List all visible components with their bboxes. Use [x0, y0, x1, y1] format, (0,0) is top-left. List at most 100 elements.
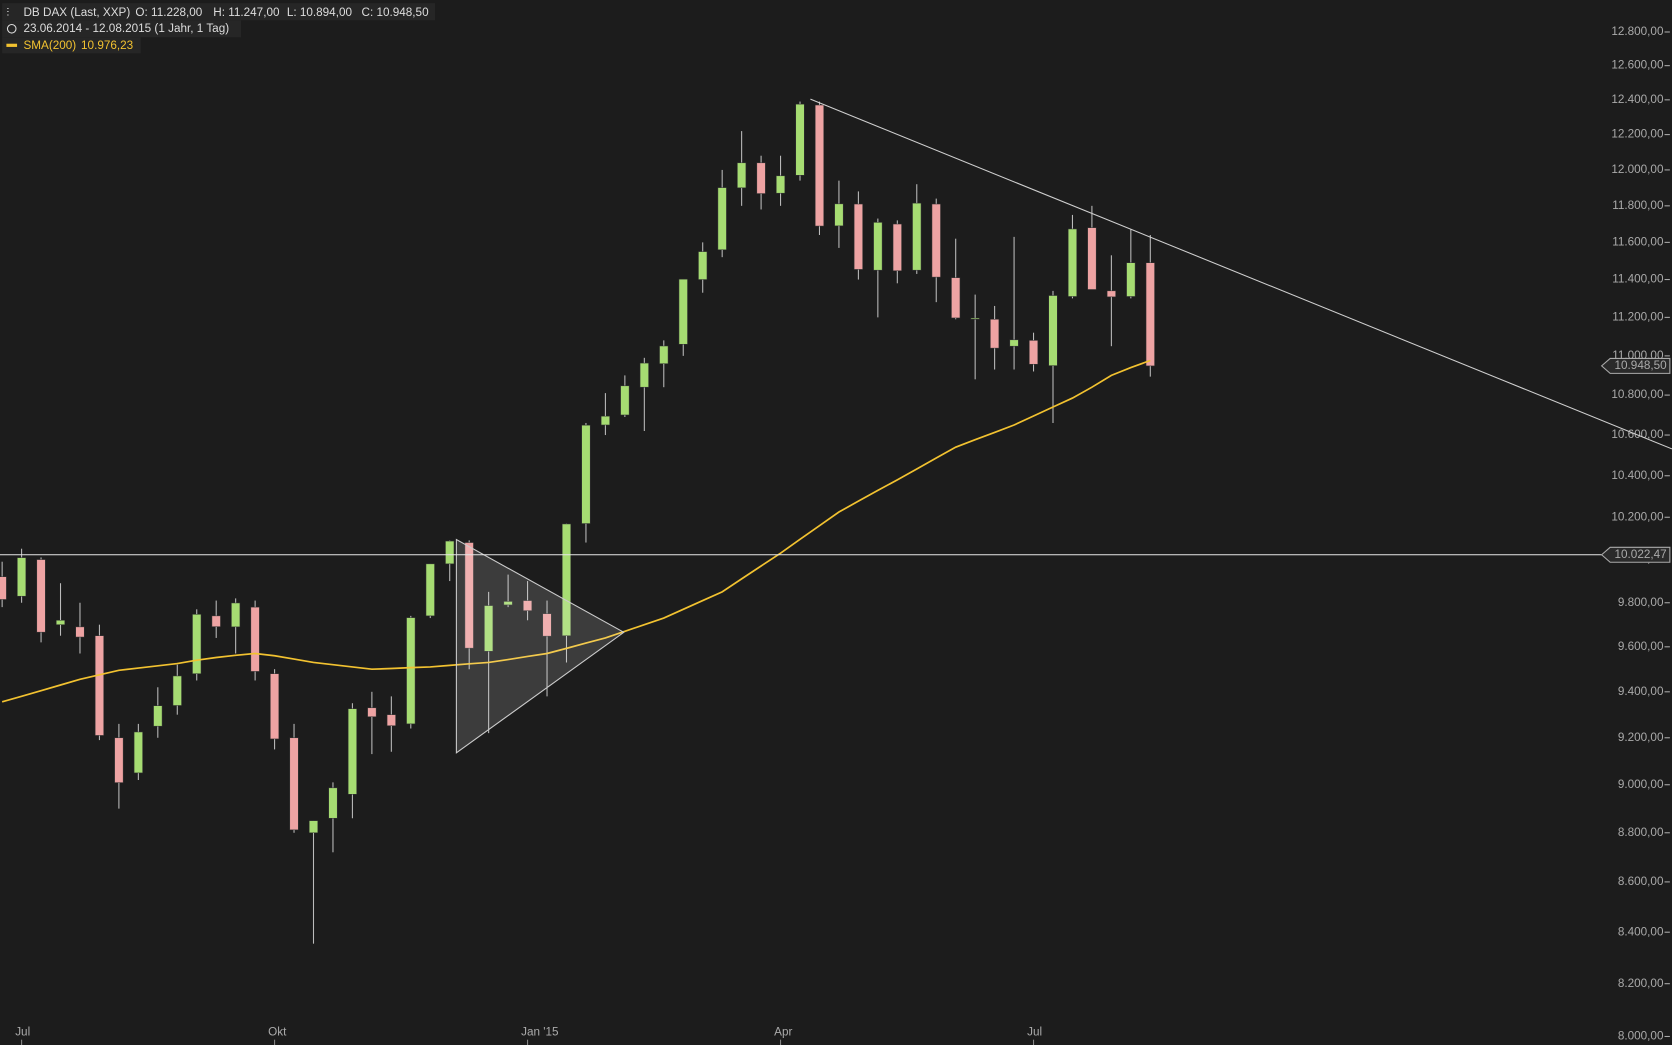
candle-body: [873, 222, 883, 271]
candle-body: [386, 714, 396, 726]
candle-body: [737, 162, 747, 189]
candle-body: [814, 104, 825, 227]
candle-body: [1029, 340, 1039, 365]
open-value: O: 11.228,00: [135, 6, 202, 19]
candle-body: [211, 615, 221, 627]
candle-body: [639, 362, 649, 388]
y-tick-label: 12.000,00: [1611, 163, 1664, 176]
y-tick-label: 10.200,00: [1611, 510, 1664, 523]
candle-body: [581, 424, 591, 524]
candle-body: [192, 614, 202, 674]
candle-body: [1126, 262, 1136, 297]
price-tag: [1600, 357, 1671, 374]
candle-body: [1106, 290, 1116, 298]
y-tick-label: 10.800,00: [1611, 388, 1664, 401]
y-tick-label: 12.800,00: [1611, 25, 1664, 38]
y-tick-label: 11.200,00: [1612, 310, 1664, 323]
candle-body: [328, 787, 338, 819]
candle-body: [114, 737, 124, 783]
candle-body: [308, 820, 319, 834]
candle-body: [425, 563, 435, 617]
header: ⫶ DB DAX (Last, XXP) O: 11.228,00 H: 11.…: [2, 3, 436, 54]
sma-line: [1, 359, 1151, 703]
candle-body: [1145, 262, 1155, 367]
candle-body: [445, 540, 455, 565]
legend-swatch: [6, 43, 18, 47]
candle-body: [289, 737, 299, 831]
date-range: 23.06.2014 - 12.08.2015 (1 Jahr, 1 Tag): [23, 22, 229, 35]
y-tick-label: 8.000,00: [1618, 1030, 1664, 1043]
x-tick-label: Apr: [774, 1025, 792, 1038]
plot: [0, 101, 1155, 944]
candle-body: [75, 626, 85, 638]
legend-name: SMA(200): [23, 39, 76, 52]
candle-body: [795, 103, 805, 176]
candle-body: [250, 606, 260, 672]
candle-body: [133, 731, 143, 774]
candle-body: [153, 705, 163, 727]
y-tick-label: 11.600,00: [1612, 235, 1664, 248]
close-value: C: 10.948,50: [361, 6, 429, 19]
candle-body: [231, 602, 241, 628]
trend-line: [810, 98, 1672, 450]
candle-body: [1087, 227, 1097, 290]
y-tick-label: 12.400,00: [1611, 93, 1664, 106]
candle-body: [542, 613, 552, 637]
x-tick-label: Jul: [15, 1025, 30, 1038]
price-tags: 10.948,50 10.022,47: [0, 357, 1671, 563]
x-tick-label: Okt: [268, 1025, 287, 1038]
candle-body: [990, 319, 1000, 349]
candle-body: [776, 175, 786, 194]
y-tick-label: 10.400,00: [1611, 469, 1664, 482]
candle-body: [55, 620, 66, 625]
y-tick-label: 12.200,00: [1611, 128, 1664, 141]
y-tick-label: 8.200,00: [1618, 977, 1664, 990]
candle-body: [523, 600, 533, 611]
chart-icon: ⫶: [6, 6, 9, 19]
candle-body: [367, 707, 377, 718]
y-tick-label: 9.000,00: [1618, 778, 1664, 791]
candle-body: [659, 345, 669, 364]
candle-body: [94, 635, 104, 736]
candle-body: [1009, 339, 1019, 347]
candle-body: [36, 559, 46, 633]
candle-body: [561, 523, 572, 636]
candle-body: [406, 617, 416, 725]
candle-body: [172, 675, 182, 706]
triangle-pattern: [455, 538, 625, 754]
y-tick-label: 9.800,00: [1618, 596, 1664, 609]
candle-body: [600, 415, 610, 426]
candle-body: [834, 203, 844, 227]
candle-body: [484, 605, 494, 652]
candle-body: [1067, 228, 1077, 297]
x-tick-label: Jul: [1027, 1025, 1042, 1038]
y-tick-label: 9.400,00: [1618, 685, 1664, 698]
candle-body: [853, 203, 863, 270]
clock-icon: [6, 23, 17, 34]
y-tick-label: 8.600,00: [1618, 875, 1664, 888]
y-tick-label: 9.200,00: [1618, 731, 1664, 744]
candle-body: [0, 576, 7, 600]
candle-body: [347, 708, 357, 795]
candle-body: [951, 277, 961, 319]
axis: 8.000,00 8.200,00 8.400,00 8.600,00 8.800,00…: [15, 25, 1670, 1045]
price-tag-label: 10.948,50: [1615, 359, 1668, 372]
candle-body: [717, 187, 727, 251]
candle-body: [756, 162, 766, 194]
instrument: DB DAX (Last, XXP): [23, 6, 130, 19]
candle-body: [1048, 295, 1058, 366]
header-box: [2, 20, 241, 38]
x-tick-label: Jan '15: [521, 1025, 559, 1038]
legend-value: 10.976,23: [81, 39, 133, 52]
y-tick-label: 9.600,00: [1618, 640, 1664, 653]
candle-body: [698, 251, 708, 280]
drawings: [455, 98, 1672, 754]
candle-body: [912, 202, 922, 271]
candle-body: [270, 673, 280, 740]
candle-body: [970, 317, 980, 320]
candle-body: [931, 203, 941, 278]
header-box: [2, 3, 436, 21]
